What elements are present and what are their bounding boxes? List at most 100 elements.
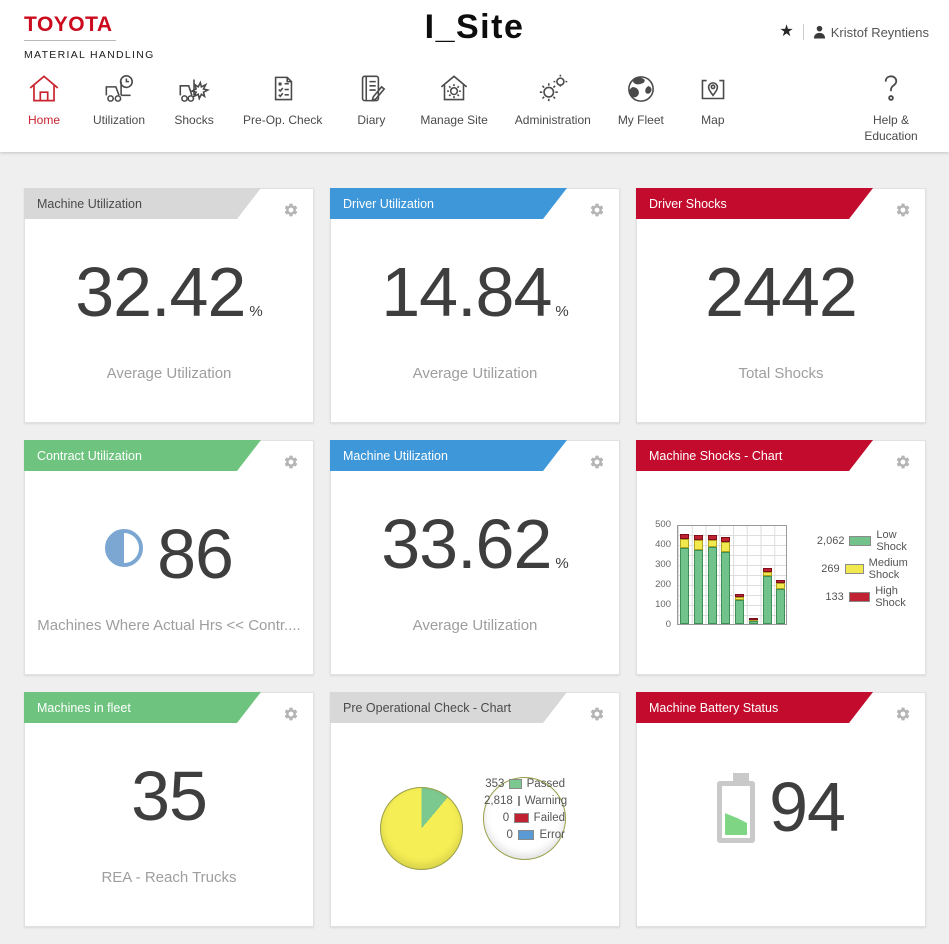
kpi-subtitle: Average Utilization (412, 365, 538, 382)
diary-pencil-icon (362, 75, 386, 102)
card-settings-gear-icon[interactable] (283, 202, 299, 218)
nav-item-map[interactable]: Map (691, 70, 735, 127)
card-contract-utilization: Contract Utilization 86 Machines Where A… (24, 440, 314, 675)
app-title: I_Site (424, 8, 525, 46)
card-settings-gear-icon[interactable] (589, 706, 605, 722)
question-icon (884, 75, 898, 101)
divider (802, 24, 804, 40)
legend-row: 133 High Shock (825, 585, 906, 609)
home-icon (29, 75, 59, 102)
header: TOYOTA MATERIAL HANDLING I_Site ★ Kristo… (0, 0, 949, 152)
favorites-star-icon[interactable]: ★ (779, 23, 794, 40)
globe-icon (627, 76, 654, 102)
house-gear-icon (440, 75, 468, 101)
low-shock-swatch (849, 536, 872, 546)
card-tab: Machine Battery Status (636, 692, 873, 723)
legend-row: 2,062 Low Shock (816, 529, 907, 553)
brand-name: TOYOTA (24, 13, 113, 36)
checklist-icon (274, 76, 292, 101)
kpi-value: 32.42 % (75, 253, 263, 331)
toyota-logo: TOYOTA MATERIAL HANDLING (24, 13, 155, 61)
card-settings-gear-icon[interactable] (895, 706, 911, 722)
user-icon (813, 25, 825, 39)
card-tab: Machine Utilization (24, 188, 261, 219)
battery-fill (725, 813, 748, 835)
high-shock-swatch (848, 592, 871, 602)
forklift-clock-icon (105, 75, 134, 102)
card-settings-gear-icon[interactable] (283, 706, 299, 722)
nav-item-diary[interactable]: Diary (349, 70, 393, 127)
legend-row: 0 Failed (502, 812, 565, 824)
card-tab: Machine Shocks - Chart (636, 440, 873, 471)
failed-swatch (514, 813, 529, 823)
nav-item-help-education[interactable]: Help & Education (855, 70, 927, 144)
card-driver-shocks: Driver Shocks 2442 Total Shocks (636, 188, 926, 423)
nav-item-manage-site[interactable]: Manage Site (420, 70, 488, 127)
card-tab: Contract Utilization (24, 440, 261, 471)
card-settings-gear-icon[interactable] (895, 202, 911, 218)
machine-shocks-bar-plot (677, 525, 787, 625)
card-settings-gear-icon[interactable] (589, 202, 605, 218)
pie-chart-legend: 353 Passed 2,818 Warning 0 Failed 0 (483, 777, 568, 860)
kpi-subtitle: Average Utilization (412, 617, 538, 634)
kpi-subtitle: Total Shocks (738, 365, 824, 382)
brand-subtitle: MATERIAL HANDLING (24, 49, 155, 61)
card-tab: Driver Utilization (330, 188, 567, 219)
battery-icon (717, 773, 756, 843)
kpi-value: 14.84 % (381, 253, 569, 331)
battery-cap (733, 773, 750, 781)
nav-item-my-fleet[interactable]: My Fleet (618, 70, 664, 127)
brand-rule (24, 40, 116, 41)
legend-row: 2,818 Warning (484, 795, 568, 807)
card-machine-utilization-2: Machine Utilization 33.62 % Average Util… (330, 440, 620, 675)
bar-chart-legend: 2,062 Low Shock 269 Medium Shock 133 Hig… (811, 529, 925, 609)
nav-item-home[interactable]: Home (22, 70, 66, 127)
kpi-value: 2442 (705, 253, 858, 331)
card-machines-in-fleet: Machines in fleet 35 REA - Reach Trucks (24, 692, 314, 927)
card-tab: Machines in fleet (24, 692, 261, 723)
nav-item-administration[interactable]: Administration (515, 70, 591, 127)
legend-row: 0 Error (506, 829, 565, 841)
percent-unit: % (555, 303, 569, 320)
kpi-subtitle: Average Utilization (106, 365, 232, 382)
dashboard: Machine Utilization 32.42 % Average Util… (0, 152, 949, 944)
warning-swatch (517, 796, 520, 806)
percent-unit: % (249, 303, 263, 320)
nav-item-shocks[interactable]: Shocks (172, 70, 216, 127)
kpi-value: 94 (637, 771, 925, 843)
card-settings-gear-icon[interactable] (283, 454, 299, 470)
error-swatch (517, 830, 535, 840)
medium-shock-swatch (844, 564, 864, 574)
main-nav: Home Utilization Shocks Pre-Op. Check Di… (22, 70, 927, 144)
map-pin-icon (701, 79, 725, 100)
card-settings-gear-icon[interactable] (589, 454, 605, 470)
card-settings-gear-icon[interactable] (895, 454, 911, 470)
kpi-value: 86 (25, 519, 313, 589)
card-machine-battery-status: Machine Battery Status 94 (636, 692, 926, 927)
gears-icon (539, 74, 568, 102)
card-machine-shocks-chart: Machine Shocks - Chart 0 100 200 300 400 500 … (636, 440, 926, 675)
percent-unit: % (555, 555, 569, 572)
half-circle-icon (105, 529, 144, 567)
nav-item-preop-check[interactable]: Pre-Op. Check (243, 70, 322, 127)
card-tab: Driver Shocks (636, 188, 873, 219)
passed-swatch (509, 779, 522, 789)
user-menu[interactable]: Kristof Reyntiens (813, 25, 929, 40)
legend-row: 353 Passed (485, 778, 565, 790)
legend-row: 269 Medium Shock (821, 557, 908, 581)
card-preop-check-chart: Pre Operational Check - Chart 353 Passed… (330, 692, 620, 927)
user-area: ★ Kristof Reyntiens (779, 24, 929, 40)
card-grid: Machine Utilization 32.42 % Average Util… (24, 188, 926, 927)
card-tab: Machine Utilization (330, 440, 567, 471)
user-name: Kristof Reyntiens (830, 24, 929, 40)
machine-shocks-bar-chart: 0 100 200 300 400 500 (649, 519, 809, 643)
kpi-value: 35 (131, 757, 208, 835)
preop-pie (380, 787, 463, 870)
kpi-subtitle: REA - Reach Trucks (101, 869, 237, 886)
nav-item-utilization[interactable]: Utilization (93, 70, 145, 127)
card-tab: Pre Operational Check - Chart (330, 692, 567, 723)
forklift-impact-icon (179, 79, 211, 102)
kpi-value: 33.62 % (381, 505, 569, 583)
card-machine-utilization-1: Machine Utilization 32.42 % Average Util… (24, 188, 314, 423)
kpi-subtitle: Machines Where Actual Hrs << Contr.... (37, 617, 301, 634)
